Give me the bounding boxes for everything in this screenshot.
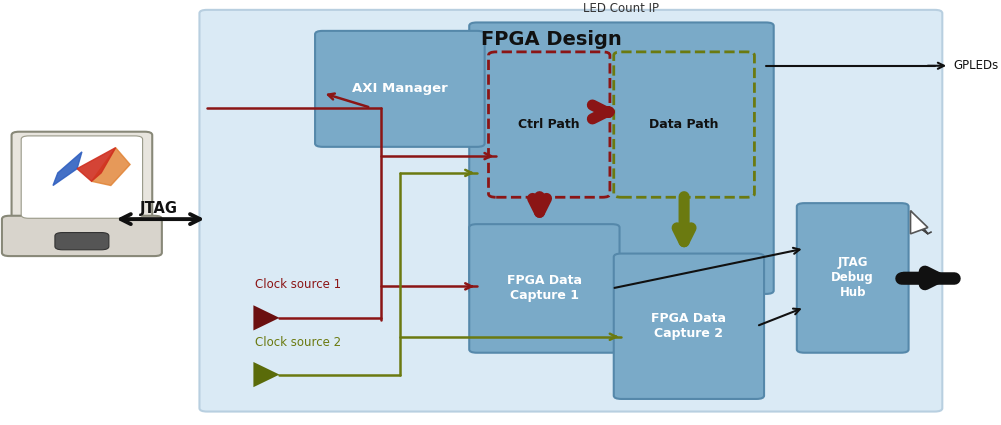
Text: GPLEDs: GPLEDs — [954, 59, 999, 72]
Polygon shape — [911, 211, 928, 234]
Polygon shape — [91, 147, 130, 185]
Polygon shape — [77, 147, 116, 181]
FancyBboxPatch shape — [315, 31, 484, 147]
FancyBboxPatch shape — [21, 136, 142, 218]
Text: JTAG: JTAG — [140, 201, 178, 216]
FancyBboxPatch shape — [614, 254, 764, 399]
FancyBboxPatch shape — [2, 216, 162, 256]
Text: Clock source 1: Clock source 1 — [255, 278, 341, 291]
Polygon shape — [253, 305, 279, 331]
Text: Clock source 2: Clock source 2 — [255, 336, 341, 349]
Text: FPGA Data
Capture 2: FPGA Data Capture 2 — [652, 312, 727, 340]
Polygon shape — [253, 362, 279, 387]
FancyBboxPatch shape — [199, 10, 942, 411]
FancyBboxPatch shape — [469, 23, 774, 294]
FancyBboxPatch shape — [797, 203, 909, 353]
Text: FPGA Data
Capture 1: FPGA Data Capture 1 — [507, 275, 582, 303]
Text: LED Count IP: LED Count IP — [584, 2, 660, 15]
FancyBboxPatch shape — [469, 224, 620, 353]
Text: JTAG
Debug
Hub: JTAG Debug Hub — [831, 256, 874, 300]
Text: FPGA Design: FPGA Design — [481, 30, 622, 49]
FancyBboxPatch shape — [12, 132, 152, 222]
FancyBboxPatch shape — [55, 232, 109, 250]
Text: Data Path: Data Path — [650, 118, 719, 131]
Polygon shape — [53, 152, 82, 185]
Text: AXI Manager: AXI Manager — [352, 82, 447, 95]
Text: Ctrl Path: Ctrl Path — [519, 118, 580, 131]
